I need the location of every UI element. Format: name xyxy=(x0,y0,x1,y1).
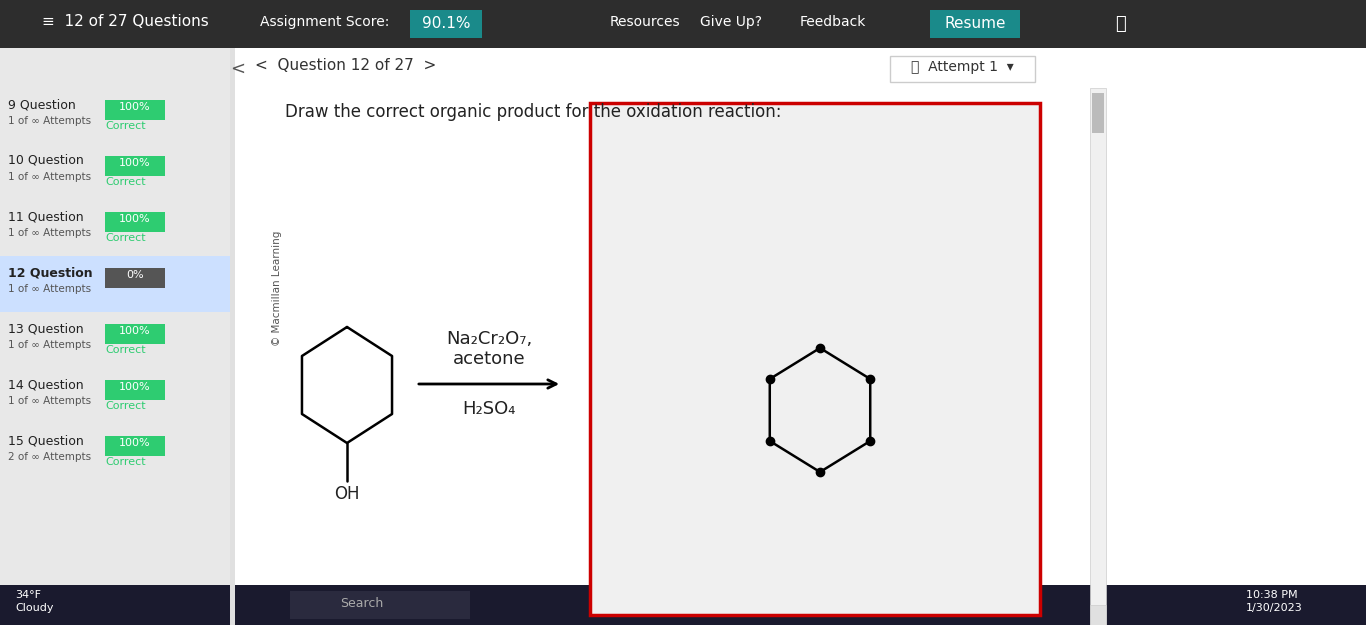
Bar xyxy=(105,100,165,120)
Text: 1/30/2023: 1/30/2023 xyxy=(1246,603,1303,613)
Text: 100%: 100% xyxy=(119,158,150,168)
Text: Correct: Correct xyxy=(105,177,146,187)
Text: 34°F: 34°F xyxy=(15,590,41,600)
Bar xyxy=(410,10,482,38)
Bar xyxy=(105,212,165,232)
Text: Correct: Correct xyxy=(105,345,146,355)
Text: ⛶: ⛶ xyxy=(1115,15,1126,33)
Text: 1 of ∞ Attempts: 1 of ∞ Attempts xyxy=(8,284,92,294)
Text: Correct: Correct xyxy=(105,457,146,467)
Text: Correct: Correct xyxy=(105,401,146,411)
Bar xyxy=(1090,605,1106,625)
Bar xyxy=(0,312,234,368)
Text: Search: Search xyxy=(340,597,384,610)
Text: 1 of ∞ Attempts: 1 of ∞ Attempts xyxy=(8,116,92,126)
Text: 15 Question: 15 Question xyxy=(8,434,83,447)
Text: 10 Question: 10 Question xyxy=(8,154,83,167)
Text: Resources: Resources xyxy=(611,15,680,29)
Text: Na₂Cr₂O₇,: Na₂Cr₂O₇, xyxy=(445,330,533,348)
Bar xyxy=(235,48,1366,88)
Text: 13 Question: 13 Question xyxy=(8,322,83,335)
Text: 1 of ∞ Attempts: 1 of ∞ Attempts xyxy=(8,396,92,406)
Bar xyxy=(105,380,165,400)
Bar xyxy=(105,436,165,456)
Bar xyxy=(0,585,1366,625)
Bar xyxy=(229,48,235,625)
Text: 12 Question: 12 Question xyxy=(8,266,93,279)
Text: 100%: 100% xyxy=(119,214,150,224)
Text: Resume: Resume xyxy=(944,16,1005,31)
Bar xyxy=(235,88,1090,625)
Bar xyxy=(0,256,234,312)
Text: Cloudy: Cloudy xyxy=(15,603,53,613)
Text: 1 of ∞ Attempts: 1 of ∞ Attempts xyxy=(8,228,92,238)
Text: 1 of ∞ Attempts: 1 of ∞ Attempts xyxy=(8,172,92,182)
Text: 11 Question: 11 Question xyxy=(8,210,83,223)
Text: Correct: Correct xyxy=(105,233,146,243)
Bar xyxy=(105,324,165,344)
Text: ≡  12 of 27 Questions: ≡ 12 of 27 Questions xyxy=(42,14,209,29)
Text: 9 Question: 9 Question xyxy=(8,98,75,111)
Bar xyxy=(290,591,470,619)
Text: OH: OH xyxy=(335,485,359,503)
Text: <  Question 12 of 27  >: < Question 12 of 27 > xyxy=(255,58,436,73)
Text: H₂SO₄: H₂SO₄ xyxy=(462,400,516,418)
Text: 14 Question: 14 Question xyxy=(8,378,83,391)
Bar xyxy=(0,144,234,200)
Text: Correct: Correct xyxy=(105,121,146,131)
Bar xyxy=(0,424,234,480)
Bar xyxy=(1090,0,1150,48)
Text: 100%: 100% xyxy=(119,438,150,448)
Text: Feedback: Feedback xyxy=(800,15,866,29)
Text: <: < xyxy=(231,60,246,78)
Bar xyxy=(0,0,1366,48)
Text: 10:38 PM: 10:38 PM xyxy=(1246,590,1298,600)
Text: Draw the correct organic product for the oxidation reaction:: Draw the correct organic product for the… xyxy=(285,103,781,121)
Text: © Macmillan Learning: © Macmillan Learning xyxy=(272,230,281,346)
Text: 90.1%: 90.1% xyxy=(422,16,470,31)
Bar xyxy=(1091,93,1104,133)
Bar xyxy=(0,48,235,625)
Text: 100%: 100% xyxy=(119,326,150,336)
Bar xyxy=(0,88,234,144)
Bar xyxy=(1090,88,1106,625)
Text: ⦸  Attempt 1  ▾: ⦸ Attempt 1 ▾ xyxy=(911,60,1014,74)
Text: 100%: 100% xyxy=(119,102,150,112)
Bar xyxy=(930,10,1020,38)
Bar xyxy=(0,0,235,48)
Text: acetone: acetone xyxy=(452,350,526,368)
Bar xyxy=(891,56,1035,82)
Text: Give Up?: Give Up? xyxy=(699,15,762,29)
Text: 2 of ∞ Attempts: 2 of ∞ Attempts xyxy=(8,452,92,462)
Bar xyxy=(590,103,1040,615)
Bar xyxy=(105,156,165,176)
Text: Assignment Score:: Assignment Score: xyxy=(260,15,389,29)
Bar xyxy=(234,48,235,625)
Bar xyxy=(0,368,234,424)
Text: 1 of ∞ Attempts: 1 of ∞ Attempts xyxy=(8,340,92,350)
Text: 0%: 0% xyxy=(126,270,143,280)
Text: 100%: 100% xyxy=(119,382,150,392)
Bar xyxy=(0,200,234,256)
Bar xyxy=(105,268,165,288)
